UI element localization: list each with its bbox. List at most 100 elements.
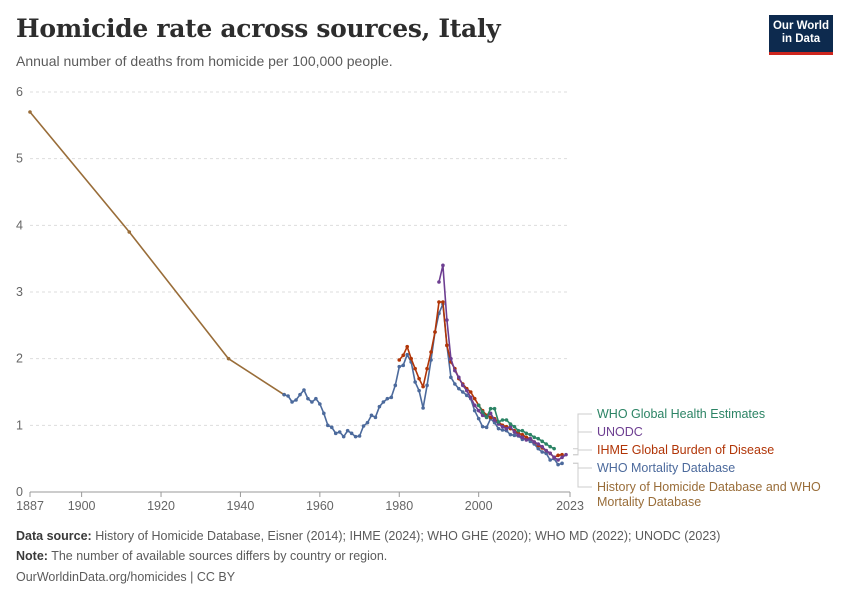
data-point-who-md (457, 386, 461, 391)
data-point-who-ghe (536, 436, 541, 441)
owid-logo[interactable]: Our World in Data (769, 15, 833, 55)
data-point-who-md (302, 388, 306, 392)
legend-connector (573, 431, 592, 456)
logo-line-2: in Data (781, 33, 821, 45)
data-point-unodc (500, 424, 505, 429)
data-point-unodc (536, 442, 541, 446)
data-point-who-ghe (512, 424, 517, 429)
legend-connector (573, 449, 592, 456)
data-point-who-md (349, 431, 354, 436)
data-point-who-md (298, 392, 302, 397)
data-point-who-md (341, 434, 346, 439)
data-point-who-md (421, 406, 425, 410)
x-tick-label: 1920 (147, 499, 175, 513)
source-url[interactable]: OurWorldinData.org/homicides | CC BY (16, 570, 236, 584)
legend-connector (573, 413, 592, 450)
legend-label: UNODC (597, 425, 643, 439)
data-point-who-ghe (532, 435, 537, 440)
data-point-unodc (504, 426, 509, 431)
data-point-unodc (460, 383, 465, 388)
x-tick-label: 1900 (68, 499, 96, 513)
data-point-unodc (540, 444, 545, 449)
data-point-who-ghe (540, 439, 545, 444)
data-point-who-md (310, 400, 314, 404)
data-point-who-ghe (544, 442, 548, 446)
y-tick-label: 1 (16, 418, 23, 432)
data-point-unodc (437, 280, 441, 284)
data-point-who-md (413, 380, 417, 384)
data-point-who-md (472, 408, 477, 413)
data-point-unodc (528, 436, 533, 441)
legend-connector (573, 462, 592, 488)
data-point-unodc (552, 455, 556, 460)
legend-label: History of Homicide Database and WHO (597, 480, 821, 494)
data-point-ihme (401, 353, 406, 358)
data-source: Data source: History of Homicide Databas… (16, 529, 720, 543)
line-chart: 0 1 2 3 4 5 6 1887 1900 1920 1940 1960 1980 2000 2023 W… (16, 85, 821, 513)
data-point-history (127, 230, 132, 234)
data-point-who-md (464, 393, 469, 398)
data-point-unodc (508, 424, 513, 429)
data-point-ihme (445, 343, 449, 348)
data-point-who-md (322, 411, 326, 416)
data-point-who-md (536, 446, 541, 451)
data-point-who-ghe (548, 444, 552, 449)
data-point-who-ghe (492, 406, 497, 411)
data-point-who-ghe (504, 418, 509, 422)
chart-note: Note: The number of available sources di… (16, 549, 387, 563)
data-point-unodc (472, 403, 477, 408)
data-point-who-md (377, 404, 382, 409)
data-point-unodc (476, 408, 481, 413)
note-text: The number of available sources differs … (51, 549, 388, 563)
data-point-who-md (318, 402, 322, 406)
data-point-ihme (468, 390, 473, 394)
data-point-unodc (532, 440, 537, 444)
y-tick-label: 3 (16, 285, 23, 299)
data-point-who-md (417, 388, 421, 393)
data-point-who-md (314, 396, 318, 401)
data-point-who-ghe (496, 420, 501, 424)
data-point-unodc (516, 433, 521, 438)
data-point-ihme (429, 350, 433, 354)
data-point-ihme (472, 396, 477, 401)
data-source-text: History of Homicide Database, Eisner (20… (95, 529, 721, 543)
data-point-who-md (560, 461, 564, 466)
data-point-who-ghe (488, 406, 493, 411)
data-point-who-md (325, 423, 330, 428)
data-point-who-md (484, 425, 489, 430)
data-point-who-md (405, 352, 410, 357)
legend-label: Mortality Database (597, 495, 701, 509)
series-line-ihme (398, 301, 563, 459)
y-tick-label: 0 (16, 485, 23, 499)
y-tick-label: 6 (16, 85, 23, 99)
data-point-ihme (520, 432, 525, 437)
data-point-who-md (357, 434, 362, 438)
data-point-unodc (560, 455, 564, 460)
legend-label: IHME Global Burden of Disease (597, 443, 774, 457)
data-source-label: Data source: (16, 529, 92, 543)
data-point-ihme (441, 300, 445, 304)
data-point-ihme (433, 330, 437, 334)
data-point-unodc (441, 263, 445, 268)
data-point-who-md (548, 458, 552, 462)
data-point-unodc (445, 318, 449, 322)
data-point-who-md (282, 392, 286, 397)
data-point-unodc (548, 451, 552, 456)
data-point-who-md (453, 382, 457, 386)
data-point-who-ghe (480, 410, 485, 414)
data-point-unodc (512, 430, 517, 434)
data-point-who-ghe (500, 418, 505, 422)
data-point-who-md (389, 395, 394, 400)
x-tick-label: 1980 (385, 499, 413, 513)
data-point-ihme (560, 452, 564, 457)
data-point-who-ghe (508, 422, 513, 426)
data-point-who-md (333, 431, 338, 436)
data-point-history (28, 110, 32, 114)
data-point-ihme (524, 435, 529, 440)
legend-label: WHO Global Health Estimates (597, 407, 765, 421)
data-point-unodc (457, 375, 461, 380)
note-label: Note: (16, 549, 48, 563)
logo-line-1: Our World (772, 20, 829, 32)
data-point-who-md (381, 400, 386, 404)
data-point-unodc (556, 458, 560, 462)
